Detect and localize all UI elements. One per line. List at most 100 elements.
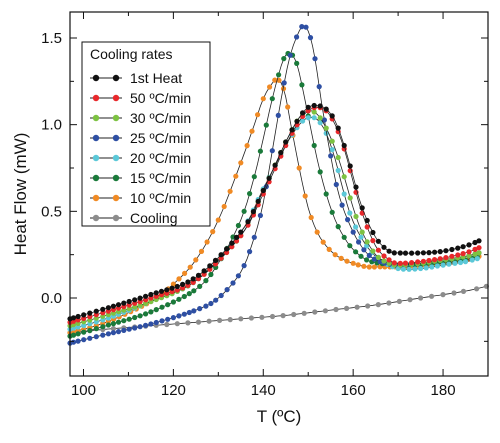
data-point [381, 253, 387, 259]
data-point [153, 307, 159, 313]
data-point [406, 266, 412, 272]
data-point [294, 34, 300, 40]
data-point [375, 247, 381, 253]
data-point [143, 293, 149, 299]
data-point [110, 330, 116, 336]
data-point [370, 248, 376, 254]
data-point [191, 308, 197, 314]
data-point [370, 238, 376, 244]
data-point [289, 127, 295, 133]
data-point [115, 309, 122, 315]
legend: Cooling rates 1st Heat 50 ºC/min 30 ºC/min… [81, 41, 211, 227]
data-point [426, 250, 432, 256]
data-point [276, 72, 282, 78]
x-tick-label: 180 [431, 382, 456, 399]
legend-item: Cooling [90, 210, 177, 226]
data-point [181, 293, 187, 300]
data-point [259, 314, 265, 320]
legend-marker [92, 174, 100, 182]
x-tick-label: 160 [341, 382, 366, 399]
data-point [110, 321, 116, 327]
data-point [311, 109, 317, 115]
data-point [241, 208, 247, 214]
data-point [143, 300, 149, 306]
data-point [345, 217, 351, 223]
data-point [269, 148, 275, 154]
data-point [281, 80, 287, 86]
data-point [121, 307, 127, 313]
legend-item: 1st Heat [90, 70, 182, 86]
data-point [375, 238, 381, 244]
data-point [180, 281, 186, 287]
data-point [316, 84, 322, 90]
data-point [333, 181, 339, 188]
data-point [472, 239, 478, 246]
data-point [455, 252, 461, 258]
legend-label: 50 ºC/min [130, 90, 191, 106]
data-point [311, 142, 317, 149]
data-point [187, 264, 193, 270]
data-point [255, 198, 261, 204]
legend-marker [92, 154, 100, 162]
data-point [255, 112, 261, 118]
data-point [269, 96, 275, 102]
data-point [375, 254, 381, 260]
data-point [285, 104, 291, 110]
data-point [440, 292, 446, 298]
legend-box [81, 41, 211, 227]
data-point [185, 279, 191, 285]
data-point [93, 319, 99, 325]
data-point [203, 303, 209, 309]
data-point [402, 250, 409, 256]
data-point [198, 248, 205, 254]
data-point [272, 77, 278, 83]
data-point [215, 217, 221, 223]
data-point [269, 313, 276, 320]
data-point [110, 326, 116, 332]
data-point [186, 309, 192, 316]
data-point [235, 222, 241, 229]
data-point [333, 306, 339, 313]
data-point [370, 229, 376, 236]
data-point [397, 250, 403, 256]
data-point [301, 310, 307, 316]
data-point [429, 264, 435, 270]
data-point [164, 287, 170, 293]
data-point [143, 311, 149, 317]
data-point [415, 250, 421, 256]
data-point [371, 264, 377, 270]
data-point [218, 252, 224, 258]
data-point [181, 311, 187, 317]
data-point [70, 315, 77, 321]
data-point [312, 56, 318, 62]
data-point [260, 96, 266, 102]
data-point [87, 335, 93, 341]
data-point [364, 239, 370, 245]
data-point [476, 238, 482, 244]
data-point [429, 293, 435, 299]
data-point [126, 306, 132, 312]
data-point [386, 248, 392, 254]
data-point [476, 245, 482, 251]
data-point [185, 320, 191, 326]
data-point [353, 184, 359, 190]
data-point [391, 250, 397, 256]
data-point [335, 154, 341, 161]
data-point [317, 120, 323, 126]
data-point [132, 297, 138, 303]
data-point [469, 257, 475, 263]
y-tick-label: 0.0 [41, 290, 62, 307]
data-point [364, 224, 370, 230]
data-point [452, 260, 458, 266]
data-point [381, 244, 387, 250]
data-point [420, 250, 426, 256]
data-point [126, 316, 132, 322]
data-point [462, 259, 469, 265]
data-point [400, 266, 406, 272]
data-point [153, 290, 159, 296]
data-point [204, 239, 210, 245]
data-point [358, 234, 364, 240]
data-point [213, 297, 219, 303]
data-point [359, 229, 365, 235]
